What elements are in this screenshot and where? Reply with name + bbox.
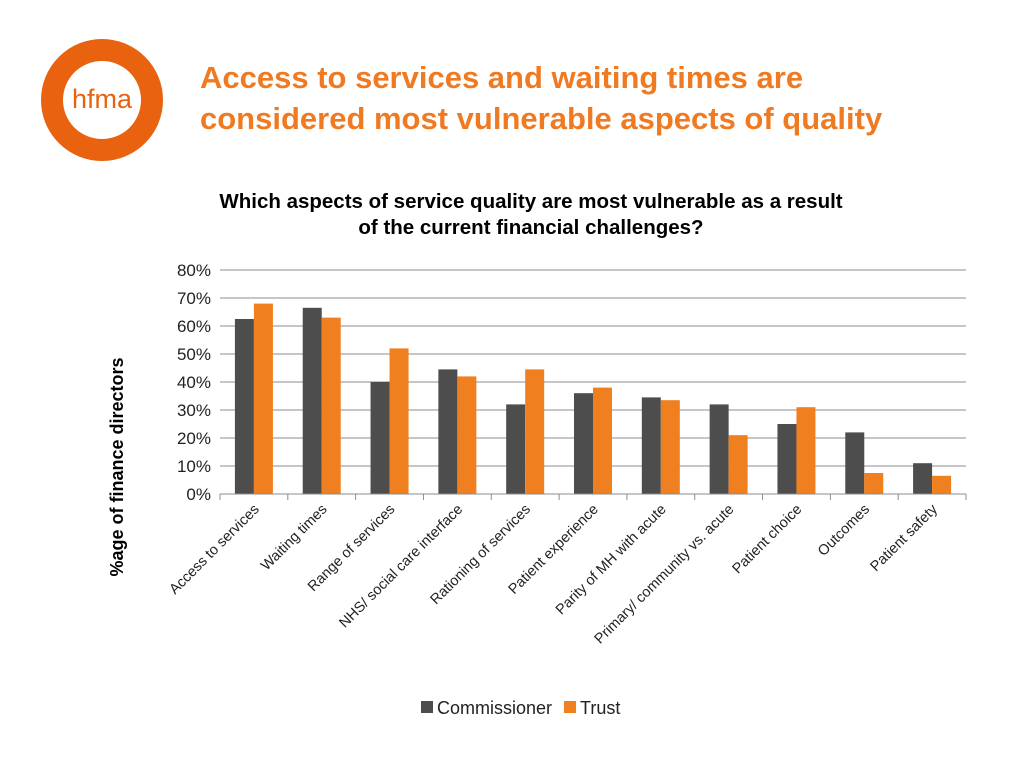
- x-axis: [219, 493, 967, 500]
- slide-title-line-2: considered most vulnerable aspects of qu…: [200, 101, 883, 136]
- chart-bars: [234, 303, 952, 494]
- bar-trust-access-to-services: [253, 303, 273, 494]
- y-tick-label: 40%: [177, 373, 211, 392]
- bar-commissioner-primary-community-vs-acute: [709, 404, 729, 494]
- y-tick-label: 10%: [177, 457, 211, 476]
- y-tick-label: 80%: [177, 261, 211, 280]
- logo-ring: [41, 39, 163, 161]
- x-category-label: Outcomes: [815, 502, 873, 560]
- bar-commissioner-patient-safety: [913, 463, 933, 494]
- y-axis-ticks: 0% 10% 20% 30% 40% 50% 60% 70% 80%: [177, 261, 211, 504]
- bar-trust-nhs-social-care-interface: [457, 376, 477, 494]
- bar-commissioner-outcomes: [845, 432, 865, 494]
- chart-title-line-1: Which aspects of service quality are mos…: [219, 190, 842, 213]
- bar-trust-patient-choice: [796, 407, 816, 494]
- bar-trust-patient-safety: [932, 475, 952, 494]
- x-category-label: Primary/ community vs. acute: [592, 502, 738, 648]
- y-tick-label: 50%: [177, 345, 211, 364]
- bar-trust-range-of-services: [389, 348, 409, 494]
- x-category-label: Waiting times: [258, 502, 330, 574]
- legend-swatch-commissioner: [421, 701, 433, 713]
- bar-trust-patient-experience: [593, 387, 612, 494]
- bar-commissioner-range-of-services: [370, 382, 390, 494]
- chart-legend: Commissioner Trust: [421, 698, 620, 718]
- bar-commissioner-patient-choice: [777, 424, 797, 494]
- bar-commissioner-access-to-services: [234, 319, 254, 494]
- bar-commissioner-rationing-of-services: [506, 404, 526, 494]
- logo-text: hfma: [72, 84, 133, 114]
- chart-title: Which aspects of service quality are mos…: [219, 190, 842, 239]
- y-axis-label-group: %age of finance directors: [107, 357, 127, 576]
- legend-label-commissioner: Commissioner: [437, 698, 552, 718]
- bar-trust-primary-community-vs-acute: [728, 435, 748, 494]
- bar-trust-parity-of-mh-with-acute: [660, 400, 680, 494]
- y-tick-label: 70%: [177, 289, 211, 308]
- slide-title-line-1: Access to services and waiting times are: [200, 60, 804, 95]
- bar-commissioner-patient-experience: [574, 393, 593, 494]
- slide-title: Access to services and waiting times are…: [200, 57, 1000, 139]
- bar-trust-outcomes: [864, 473, 884, 494]
- bar-commissioner-nhs-social-care-interface: [438, 369, 458, 494]
- x-category-label: Access to services: [167, 502, 263, 598]
- y-tick-label: 60%: [177, 317, 211, 336]
- x-category-label: NHS/ social care interface: [336, 502, 466, 632]
- legend-swatch-trust: [564, 701, 577, 713]
- x-category-label: Patient safety: [867, 501, 941, 575]
- y-tick-label: 20%: [177, 429, 211, 448]
- chart-title-line-2: of the current financial challenges?: [358, 216, 703, 239]
- bar-trust-waiting-times: [321, 317, 341, 494]
- y-axis-label: %age of finance directors: [107, 357, 127, 576]
- y-tick-label: 0%: [186, 485, 211, 504]
- bar-commissioner-parity-of-mh-with-acute: [641, 397, 661, 494]
- bar-trust-rationing-of-services: [525, 369, 545, 494]
- y-tick-label: 30%: [177, 401, 211, 420]
- x-category-label: Parity of MH with acute: [553, 502, 670, 619]
- legend-label-trust: Trust: [580, 698, 620, 718]
- bar-commissioner-waiting-times: [302, 307, 322, 494]
- hfma-logo: hfma: [41, 39, 163, 161]
- x-category-label: Patient choice: [730, 502, 806, 578]
